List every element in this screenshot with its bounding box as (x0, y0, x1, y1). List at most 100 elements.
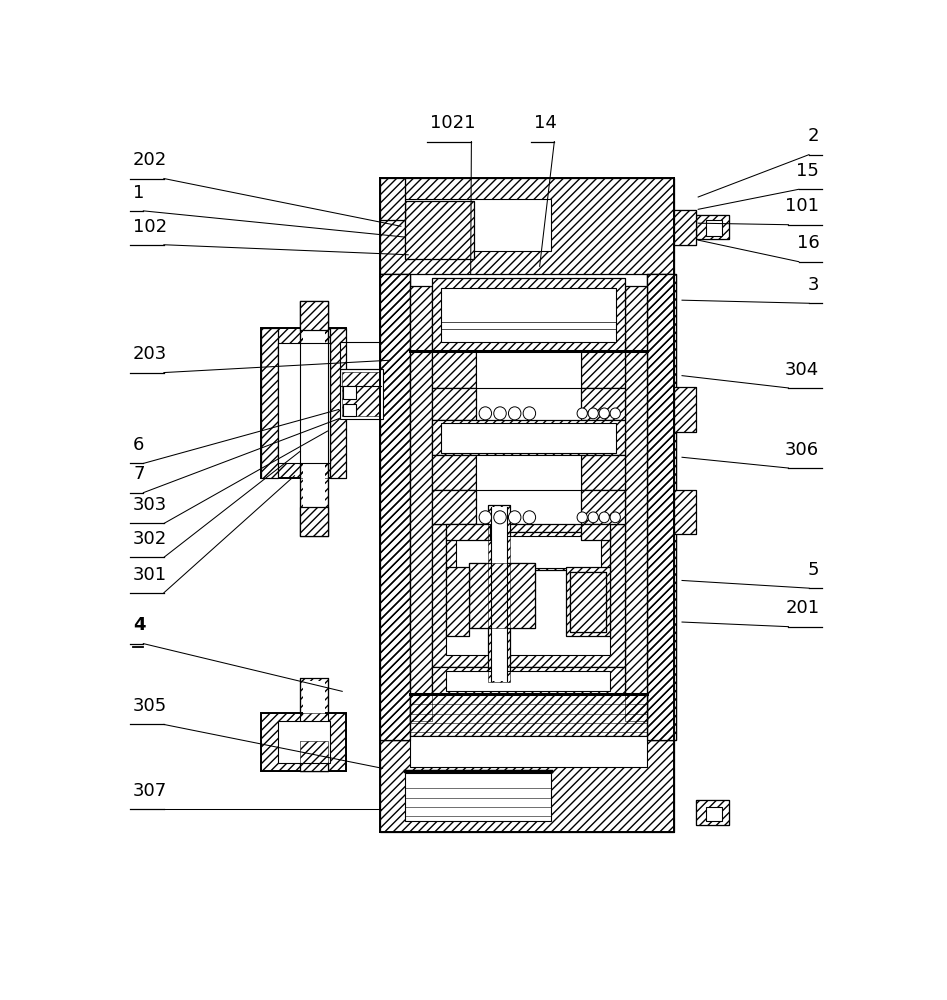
Circle shape (509, 511, 521, 524)
Bar (625, 286, 647, 721)
Bar (261, 328, 346, 478)
Bar (581, 351, 625, 388)
Text: 102: 102 (133, 218, 168, 235)
Bar (674, 210, 696, 245)
Text: 3: 3 (808, 276, 819, 294)
Bar (404, 199, 551, 251)
Circle shape (479, 511, 491, 524)
Bar (432, 667, 625, 694)
Bar (381, 178, 404, 220)
Bar (696, 800, 729, 825)
Bar (566, 567, 610, 636)
Bar (581, 490, 625, 524)
Bar (446, 671, 610, 691)
Circle shape (577, 512, 587, 523)
Bar (300, 678, 329, 771)
Bar (674, 210, 696, 245)
Bar (475, 455, 581, 490)
Bar (696, 215, 729, 239)
Bar (446, 567, 469, 636)
Text: 306: 306 (785, 441, 819, 459)
Text: 1021: 1021 (430, 114, 475, 132)
Bar (432, 388, 475, 420)
Circle shape (599, 512, 609, 523)
Bar (410, 286, 432, 721)
Text: 6: 6 (133, 436, 145, 454)
Text: 203: 203 (133, 345, 168, 363)
Bar (432, 278, 625, 351)
Bar (432, 420, 625, 455)
Bar (581, 455, 625, 490)
Bar (570, 572, 606, 632)
Circle shape (599, 408, 609, 419)
Bar (381, 178, 404, 220)
Text: 101: 101 (785, 197, 819, 215)
Bar (446, 524, 491, 540)
Bar (475, 351, 581, 388)
Bar (261, 328, 346, 478)
Bar (674, 387, 696, 432)
Text: 303: 303 (133, 496, 168, 514)
Circle shape (509, 407, 521, 420)
Bar (381, 274, 410, 740)
Bar (381, 274, 410, 740)
Bar (381, 178, 674, 274)
Bar (432, 667, 625, 694)
Circle shape (577, 408, 587, 419)
Circle shape (588, 512, 599, 523)
Bar (446, 567, 469, 636)
Bar (441, 288, 616, 342)
Bar (674, 490, 696, 534)
Bar (300, 741, 329, 771)
Bar (674, 387, 696, 432)
Bar (432, 455, 475, 490)
Text: 201: 201 (785, 599, 819, 617)
Bar (410, 286, 432, 721)
Bar (410, 694, 647, 736)
Bar (432, 490, 475, 524)
Bar (446, 532, 610, 570)
Bar (432, 490, 475, 524)
Bar (491, 507, 508, 681)
Bar (432, 351, 475, 388)
Bar (489, 505, 510, 682)
Circle shape (523, 407, 536, 420)
Bar (300, 741, 329, 771)
Bar (330, 328, 346, 478)
Circle shape (493, 407, 507, 420)
Circle shape (610, 512, 620, 523)
Bar (404, 201, 474, 259)
Bar (432, 455, 475, 490)
Bar (343, 404, 356, 416)
Bar (432, 278, 625, 351)
Circle shape (610, 408, 620, 419)
Bar (696, 800, 729, 825)
Bar (381, 178, 674, 274)
Bar (446, 532, 610, 570)
Text: 1: 1 (133, 184, 145, 202)
Bar (469, 563, 535, 628)
Text: 202: 202 (133, 151, 168, 169)
Bar (446, 532, 610, 655)
Text: 5: 5 (808, 561, 819, 579)
Bar (410, 694, 647, 736)
Bar (570, 572, 606, 632)
Bar (342, 372, 381, 416)
Bar (300, 301, 329, 536)
Bar (469, 563, 535, 628)
Bar (432, 524, 625, 667)
Text: 304: 304 (785, 361, 819, 379)
Bar (303, 303, 326, 534)
Bar (330, 328, 346, 478)
Bar (581, 490, 625, 524)
Bar (404, 773, 551, 821)
Circle shape (523, 511, 536, 524)
Bar (674, 210, 696, 245)
Bar (432, 351, 475, 388)
Bar (625, 286, 647, 721)
Bar (489, 505, 510, 682)
Bar (404, 201, 474, 259)
Bar (303, 681, 326, 769)
Bar (469, 563, 535, 628)
Text: 16: 16 (796, 234, 819, 252)
